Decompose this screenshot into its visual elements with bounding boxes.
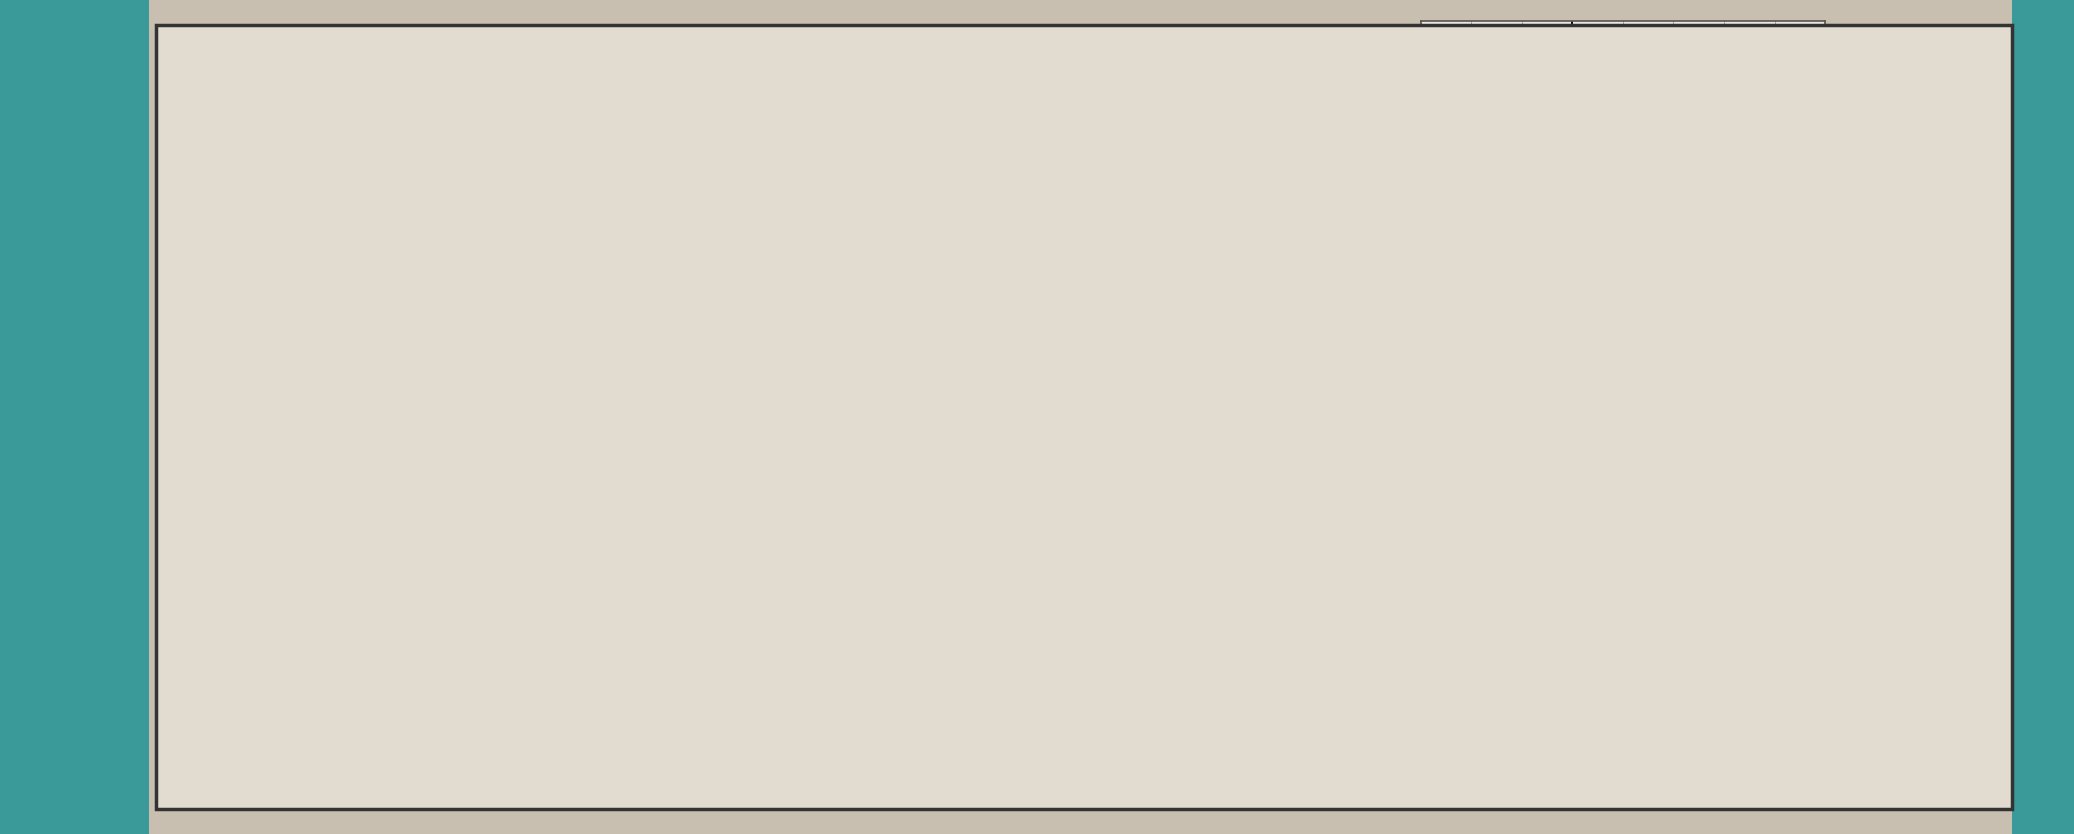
Text: d) not exist: d) not exist [1280,324,1545,366]
Text: 6)in opposite figure :: 6)in opposite figure : [199,44,645,82]
Text: $f(x)$ =  ... ... .... ..: $f(x)$ = ... ... .... .. [282,114,649,156]
Text: x: x [1811,168,1817,182]
Text: c)0: c)0 [869,324,944,366]
Text: b) -1: b) -1 [521,324,630,366]
Text: $\lim$: $\lim$ [199,114,270,160]
Text: y: y [1578,21,1585,33]
Text: $[-\!2,\infty[$: $[-\!2,\infty[$ [1460,554,1601,596]
Text: 7)the domain of the function: 7)the domain of the function [199,409,875,451]
Text: $a)]\!-\!\infty\,,\,-\!2]$: $a)]\!-\!\infty\,,\,-\!2]$ [199,554,450,596]
Text: $b)\ ]\!-\!\infty\,,\,-\!2[$: $b)\ ]\!-\!\infty\,,\,-\!2[$ [570,554,834,596]
Bar [2012,0,2074,834]
Text: $c)]\!-\!2,\infty[$: $c)]\!-\!2,\infty[$ [981,554,1170,596]
Text: $x\!\rightarrow\!2$: $x\!\rightarrow\!2$ [207,139,272,170]
Text: a) 1: a) 1 [199,324,290,366]
Text: $f(x){=}\sqrt{x+2}$  =  ..................: $f(x){=}\sqrt{x+2}$ = .................. [755,406,1369,464]
Bar [0,0,149,834]
